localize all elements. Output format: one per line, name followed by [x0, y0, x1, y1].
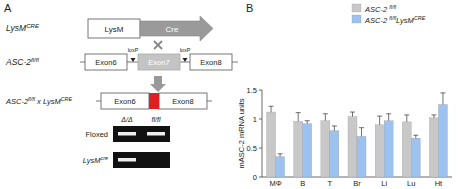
- y-axis-title: mASC-2 mRNA units: [237, 98, 246, 168]
- exon-box: [159, 93, 207, 109]
- bar: [438, 105, 447, 178]
- bar: [429, 118, 438, 177]
- down-arrow: [150, 76, 166, 92]
- bar: [276, 157, 285, 177]
- loxp-triangle: [183, 58, 188, 62]
- exon-text: Exon8: [172, 97, 193, 106]
- gene-text: Cre: [166, 25, 179, 34]
- figure: A B LysMCRE LysM Cre ASC-2fl/fl Exon6 Exon7 Exon…: [0, 0, 469, 189]
- x-tick-label: T: [328, 179, 333, 188]
- exon-box: [190, 54, 232, 70]
- bar: [375, 125, 384, 177]
- exon-box: [101, 93, 149, 109]
- error-bar: [323, 114, 328, 121]
- panel-label: A: [4, 2, 12, 14]
- loxp-scar: [149, 93, 159, 109]
- loxp-label: loxP: [128, 47, 139, 53]
- exon-box: [138, 54, 180, 70]
- exon-box: [85, 54, 127, 70]
- error-bar: [332, 126, 337, 131]
- error-bar: [386, 114, 391, 121]
- allele-label: ASC-2fl/fl: [5, 56, 39, 67]
- bar: [357, 136, 366, 177]
- gel-image: [113, 126, 170, 142]
- gel-row-label: LysMcre: [83, 155, 108, 165]
- x-tick-label: Ht: [435, 179, 443, 188]
- bar: [267, 112, 276, 177]
- gel-band: [118, 132, 136, 136]
- error-bar: [413, 135, 418, 138]
- x-tick-label: B: [300, 179, 305, 188]
- gel-row-label: Floxed: [85, 130, 108, 139]
- cre-arrow: [140, 16, 213, 41]
- error-bar: [404, 115, 409, 122]
- legend-swatch: [352, 15, 361, 23]
- loxp-label: loxP: [180, 47, 191, 53]
- y-tick: [259, 90, 262, 91]
- error-bar: [431, 115, 436, 118]
- y-tick-label: 0.5: [247, 144, 257, 153]
- y-tick-label: 0: [253, 173, 257, 182]
- bars: [267, 93, 448, 177]
- lane-label: Δ/Δ: [120, 116, 133, 123]
- exon-text: Exon7: [148, 58, 169, 67]
- error-bar: [278, 154, 283, 157]
- x-tick-label: Lu: [407, 179, 415, 188]
- y-tick: [259, 148, 262, 149]
- x-tick-label: Li: [381, 179, 387, 188]
- x-tick-label: MΦ: [269, 179, 281, 188]
- bar: [321, 121, 330, 177]
- bar: [303, 124, 312, 177]
- y-tick: [259, 177, 262, 178]
- gel-band: [147, 132, 165, 136]
- error-bar: [359, 128, 364, 137]
- error-bar: [377, 116, 382, 125]
- exon-text: Exon8: [200, 58, 221, 67]
- error-bar: [350, 112, 355, 117]
- allele-label: ASC-2fl/fl x LysMCRE: [5, 96, 72, 106]
- x-tick-label: Br: [353, 179, 361, 188]
- legend-label: ASC-2 fl/flLysMCRE: [364, 15, 426, 25]
- lane-label: fl/fl: [152, 116, 161, 123]
- exon-text: Exon6: [95, 58, 116, 67]
- y-axis: [262, 90, 263, 177]
- y-tick: [259, 119, 262, 120]
- y-tick-label: 1.5: [247, 86, 257, 95]
- bar: [384, 121, 393, 177]
- bar: [330, 131, 339, 177]
- gel-image: [113, 152, 170, 168]
- legend-label: ASC-2 fl/fl: [364, 4, 397, 14]
- bar: [294, 121, 303, 177]
- gel-band: [118, 158, 136, 162]
- error-bar: [305, 121, 310, 124]
- promoter-text: LysM: [105, 25, 124, 34]
- panel-label: B: [246, 2, 253, 14]
- error-bar: [296, 113, 301, 122]
- promoter-box: [88, 19, 140, 38]
- loxp-triangle: [131, 58, 136, 62]
- bar: [411, 138, 420, 177]
- cross: [154, 41, 162, 49]
- exon-text: Exon6: [114, 97, 135, 106]
- error-bar: [440, 93, 445, 105]
- bar: [402, 122, 411, 177]
- error-bar: [269, 106, 274, 112]
- bar: [348, 117, 357, 177]
- legend-swatch: [352, 4, 361, 12]
- y-tick-label: 1: [253, 115, 257, 124]
- allele-label: LysMCRE: [6, 22, 40, 33]
